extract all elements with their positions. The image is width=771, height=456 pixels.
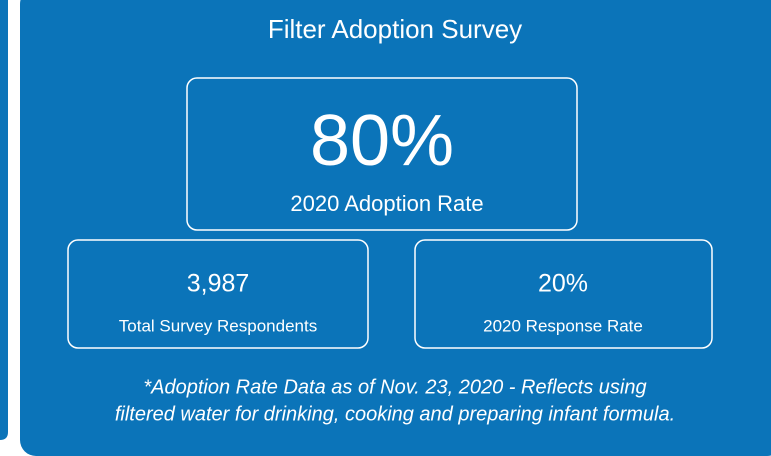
- main-stat-value: 80%: [310, 101, 454, 181]
- footnote-line: filtered water for drinking, cooking and…: [115, 403, 675, 425]
- card-title: Filter Adoption Survey: [268, 14, 522, 44]
- adjacent-panel: [0, 0, 8, 440]
- stat-value: 20%: [538, 270, 588, 298]
- main-stat-label: 2020 Adoption Rate: [290, 191, 483, 216]
- stat-label: Total Survey Respondents: [119, 316, 317, 335]
- card: [20, 0, 771, 456]
- stat-label: 2020 Response Rate: [483, 316, 643, 335]
- main-stat-box: [186, 77, 578, 231]
- stat-box: [414, 239, 713, 349]
- stat-value: 3,987: [187, 270, 250, 298]
- footnote-line: *Adoption Rate Data as of Nov. 23, 2020 …: [143, 376, 646, 398]
- stat-box: [67, 239, 369, 349]
